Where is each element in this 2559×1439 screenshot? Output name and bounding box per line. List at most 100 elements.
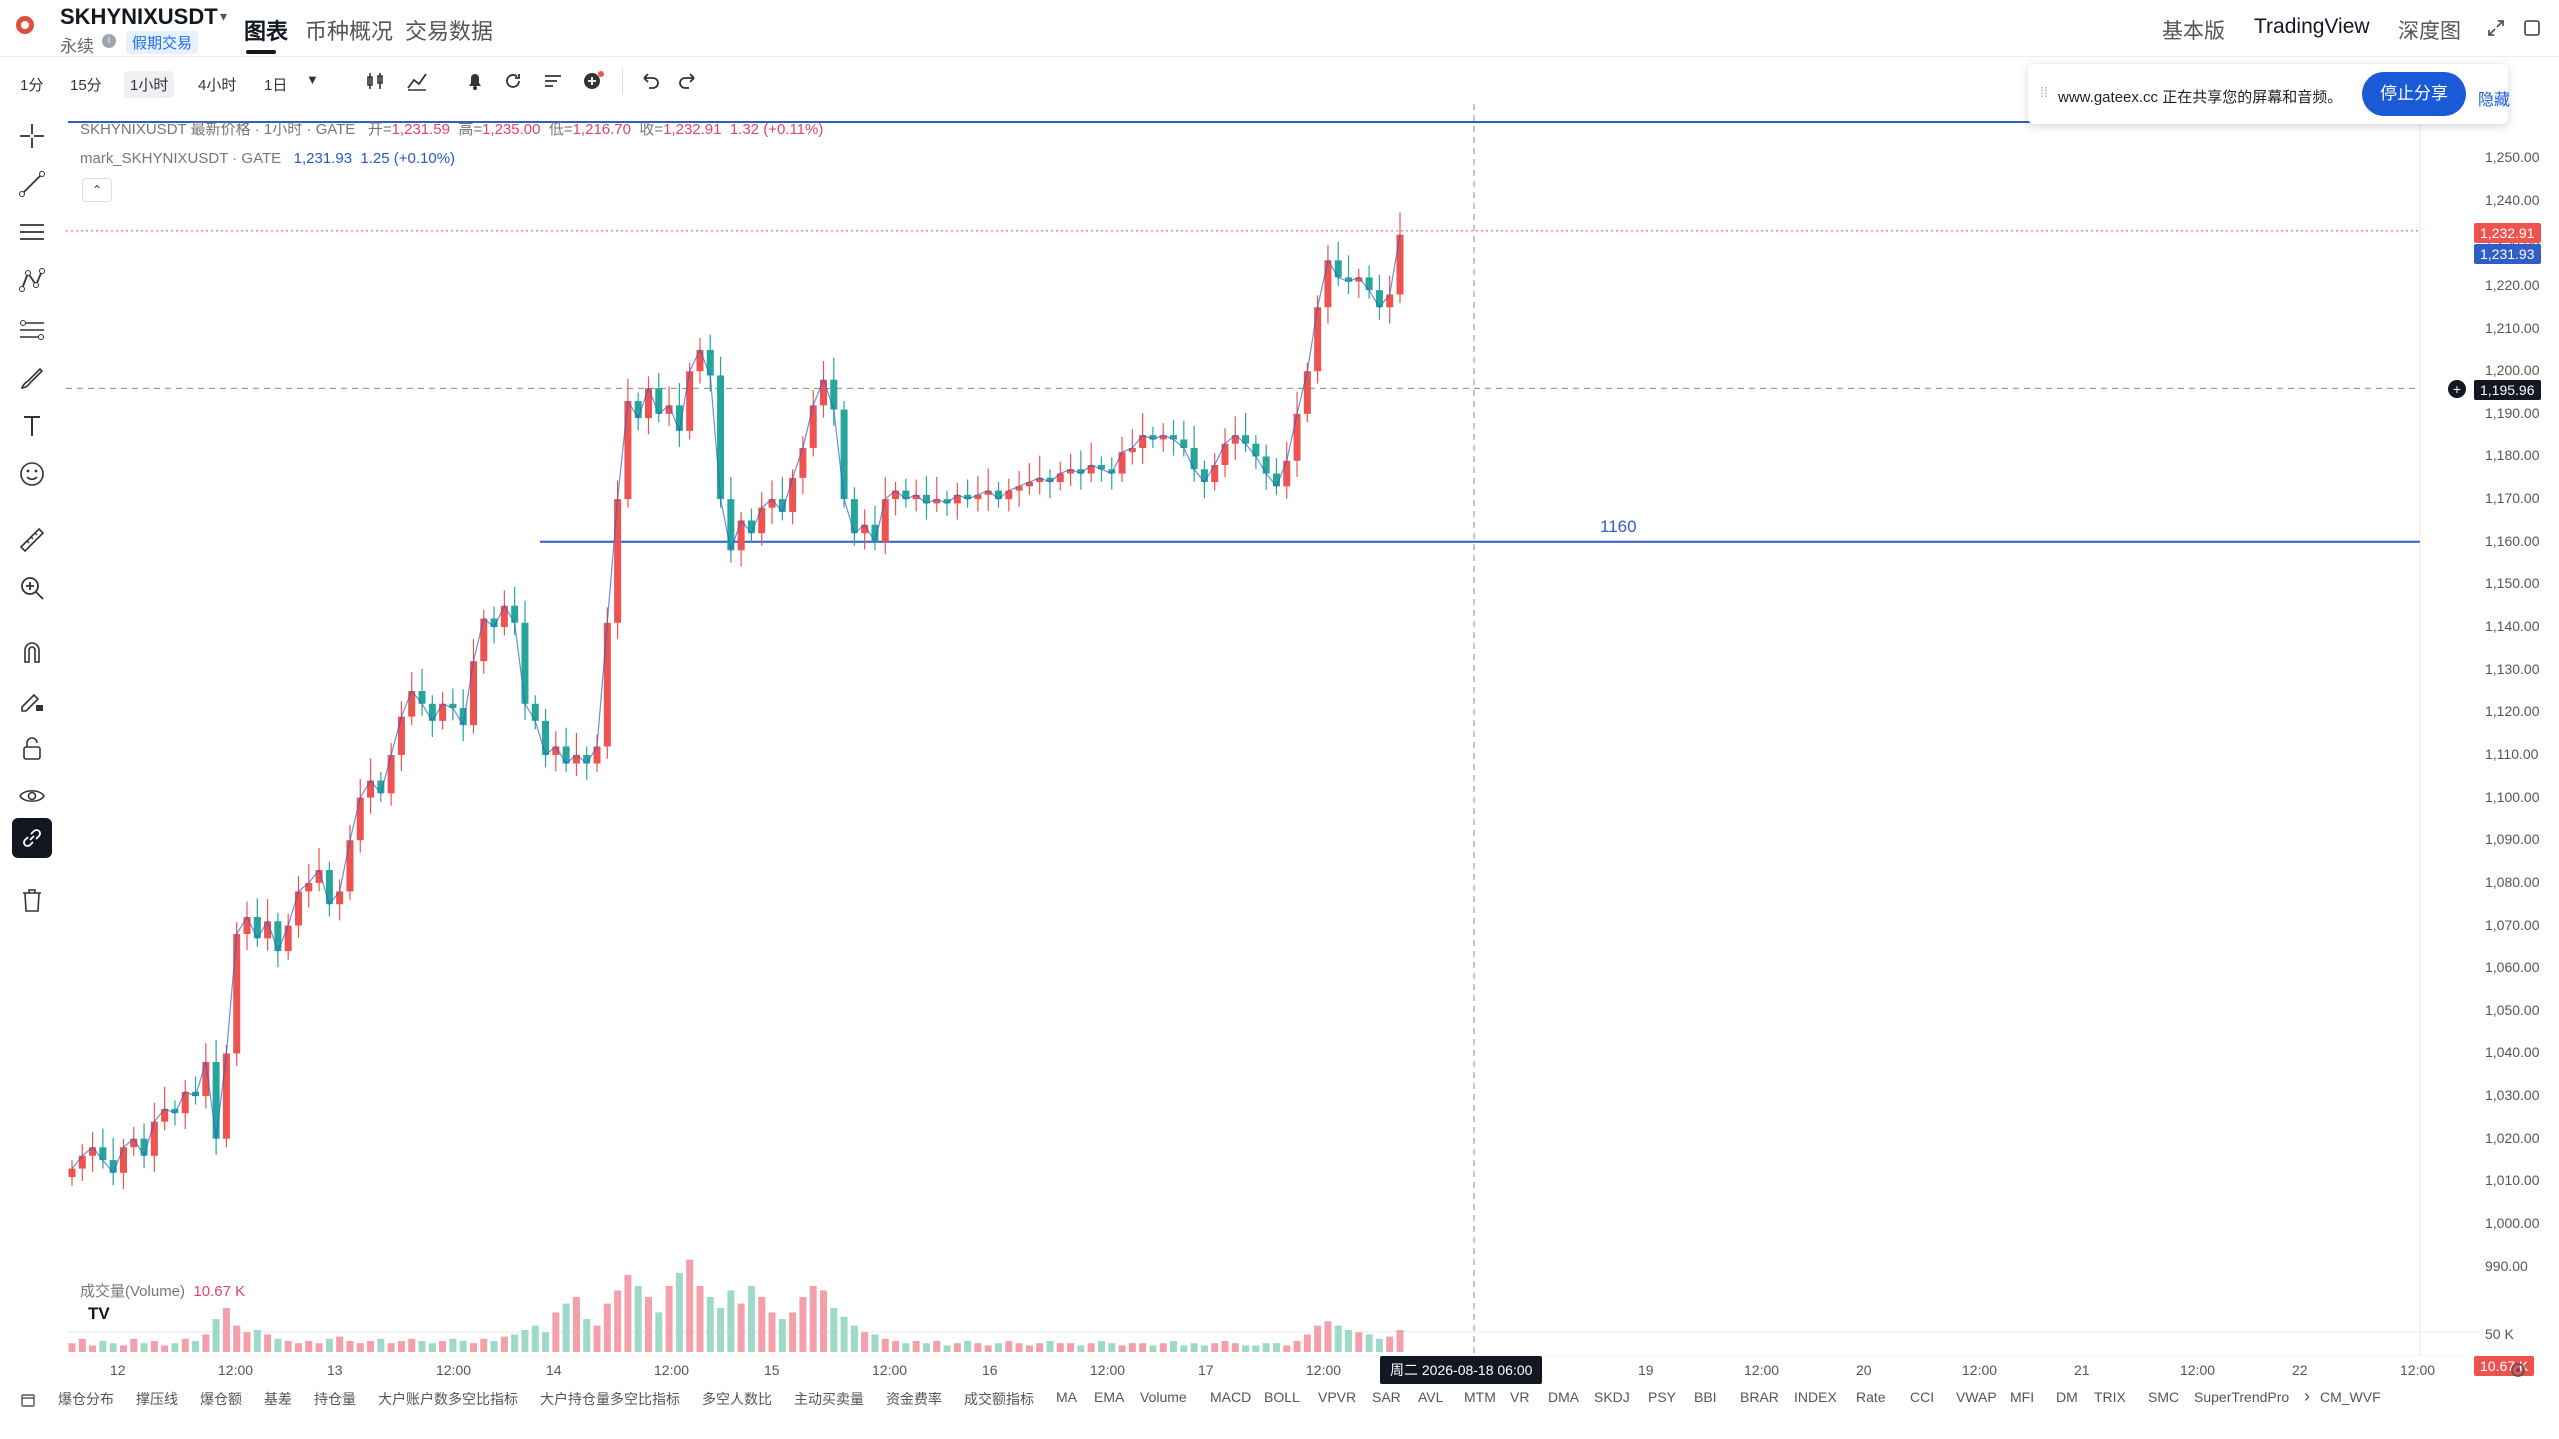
timeframe-1d[interactable]: 1日 [264, 77, 288, 94]
volume-bar [593, 1325, 601, 1352]
timeframe-1h[interactable]: 1小时 [124, 71, 175, 98]
horizontal-lines-tool[interactable] [12, 212, 52, 252]
indicator-item[interactable]: SKDJ [1594, 1389, 1630, 1405]
delete-tool[interactable] [12, 880, 52, 920]
volume-bar [562, 1303, 570, 1352]
depth-chart-button[interactable]: 深度图 [2398, 20, 2461, 43]
lock-drawing-tool[interactable] [12, 680, 52, 720]
symbol-caret-icon[interactable]: ▾ [220, 8, 228, 24]
indicator-item[interactable]: BRAR [1740, 1389, 1779, 1405]
tab-chart[interactable]: 图表 [244, 19, 289, 44]
trendline-tool[interactable] [12, 164, 52, 204]
undo-icon[interactable] [636, 68, 662, 94]
indicator-scroll-right-icon[interactable]: › [2304, 1386, 2310, 1406]
candle-type-icon[interactable] [362, 68, 388, 94]
indicator-item[interactable]: MTM [1464, 1389, 1496, 1405]
add-compare-icon[interactable] [580, 68, 606, 94]
timeframe-15m[interactable]: 15分 [70, 77, 102, 94]
indicator-item[interactable]: MACD [1210, 1389, 1252, 1405]
crosshair-tool[interactable] [12, 116, 52, 156]
price-axis-tick: 990.00 [2485, 1257, 2528, 1274]
indicator-item[interactable]: BOLL [1264, 1389, 1300, 1405]
ruler-tool[interactable] [12, 520, 52, 560]
price-chart[interactable]: 1160 [66, 104, 2480, 1356]
visibility-tool[interactable] [12, 776, 52, 816]
indicator-item[interactable]: INDEX [1794, 1389, 1837, 1405]
chart-canvas[interactable]: 1160 [66, 104, 2480, 1356]
indicator-item[interactable]: Volume [1140, 1389, 1187, 1405]
candle-body [933, 499, 941, 504]
indicator-item[interactable]: 多空人数比 [702, 1391, 772, 1407]
template-icon[interactable] [540, 68, 566, 94]
emoji-tool[interactable] [12, 454, 52, 494]
indicator-item[interactable]: 爆仓额 [200, 1391, 242, 1407]
calendar-icon[interactable] [20, 1392, 36, 1408]
indicator-item[interactable]: VPVR [1318, 1389, 1357, 1405]
link-tool[interactable] [12, 818, 52, 858]
time-axis-tick: 12:00 [2180, 1362, 2216, 1378]
indicator-item[interactable]: DM [2056, 1389, 2078, 1405]
volume-bar [1231, 1343, 1239, 1352]
alert-icon[interactable] [462, 68, 488, 94]
indicator-item[interactable]: 持仓量 [314, 1391, 356, 1407]
zoom-tool[interactable] [12, 568, 52, 608]
magnet-tool[interactable] [12, 632, 52, 672]
symbol-name[interactable]: SKHYNIXUSDT [60, 4, 218, 29]
candle-body [809, 405, 817, 448]
indicator-item[interactable]: TRIX [2094, 1389, 2126, 1405]
indicators-icon[interactable] [404, 68, 430, 94]
fullscreen-icon[interactable] [2522, 18, 2542, 38]
time-axis-tick: 12 [110, 1362, 126, 1378]
gate-logo-icon [16, 16, 34, 34]
indicator-item[interactable]: SuperTrendPro [2194, 1389, 2290, 1405]
indicator-item[interactable]: MFI [2010, 1389, 2035, 1405]
indicator-item[interactable]: MA [1056, 1389, 1077, 1405]
indicator-item[interactable]: SMC [2148, 1389, 2180, 1405]
stop-sharing-button[interactable]: 停止分享 [2362, 72, 2466, 116]
indicator-item[interactable]: BBI [1694, 1389, 1717, 1405]
indicator-item[interactable]: Rate [1856, 1389, 1886, 1405]
indicator-item[interactable]: AVL [1418, 1389, 1444, 1405]
lock-tool[interactable] [12, 728, 52, 768]
indicator-item[interactable]: 基差 [264, 1391, 292, 1407]
indicator-item[interactable]: CM_WVF [2320, 1389, 2381, 1405]
indicator-item[interactable]: VWAP [1956, 1389, 1997, 1405]
indicator-item[interactable]: SAR [1372, 1389, 1401, 1405]
indicator-item[interactable]: DMA [1548, 1389, 1580, 1405]
tradingview-button[interactable]: TradingView [2254, 15, 2370, 38]
candle-body [1036, 477, 1044, 483]
collapse-legend-button[interactable]: ⌃ [82, 178, 112, 202]
indicator-item[interactable]: 撑压线 [136, 1391, 178, 1407]
indicator-item[interactable]: 主动买卖量 [794, 1391, 864, 1407]
pattern-tool[interactable] [12, 260, 52, 300]
brush-tool[interactable] [12, 358, 52, 398]
tab-coin-overview[interactable]: 币种概况 [305, 19, 394, 44]
indicator-item[interactable]: 大户持仓量多空比指标 [540, 1391, 680, 1407]
replay-icon[interactable] [500, 68, 526, 94]
indicator-item[interactable]: PSY [1648, 1389, 1677, 1405]
timeframe-dropdown-icon[interactable]: ▼ [306, 72, 319, 87]
timeframe-1m[interactable]: 1分 [20, 77, 44, 94]
time-axis-tick: 12:00 [1744, 1362, 1780, 1378]
volume-bar [1108, 1343, 1116, 1352]
hide-banner-link[interactable]: 隐藏 [2478, 92, 2511, 109]
indicator-item[interactable]: CCI [1910, 1389, 1935, 1405]
volume-bar [1087, 1343, 1095, 1352]
info-icon[interactable]: i [102, 34, 116, 48]
indicator-item[interactable]: 成交额指标 [964, 1391, 1034, 1407]
indicator-item[interactable]: 大户账户数多空比指标 [378, 1391, 518, 1407]
chart-settings-gear-icon[interactable] [2508, 1360, 2528, 1380]
drag-handle-icon[interactable]: ⁞⁞ [2040, 84, 2048, 100]
indicator-item[interactable]: 爆仓分布 [58, 1391, 114, 1407]
timeframe-4h[interactable]: 4小时 [198, 77, 237, 94]
text-tool[interactable] [12, 406, 52, 446]
basic-view-button[interactable]: 基本版 [2162, 20, 2225, 43]
add-alert-plus-icon[interactable]: + [2448, 380, 2466, 398]
indicator-item[interactable]: EMA [1094, 1389, 1125, 1405]
redo-icon[interactable] [676, 68, 702, 94]
indicator-item[interactable]: VR [1510, 1389, 1530, 1405]
expand-icon[interactable] [2486, 18, 2506, 38]
tab-trade-data[interactable]: 交易数据 [405, 19, 494, 44]
indicator-item[interactable]: 资金费率 [886, 1391, 942, 1407]
fib-tool[interactable] [12, 310, 52, 350]
